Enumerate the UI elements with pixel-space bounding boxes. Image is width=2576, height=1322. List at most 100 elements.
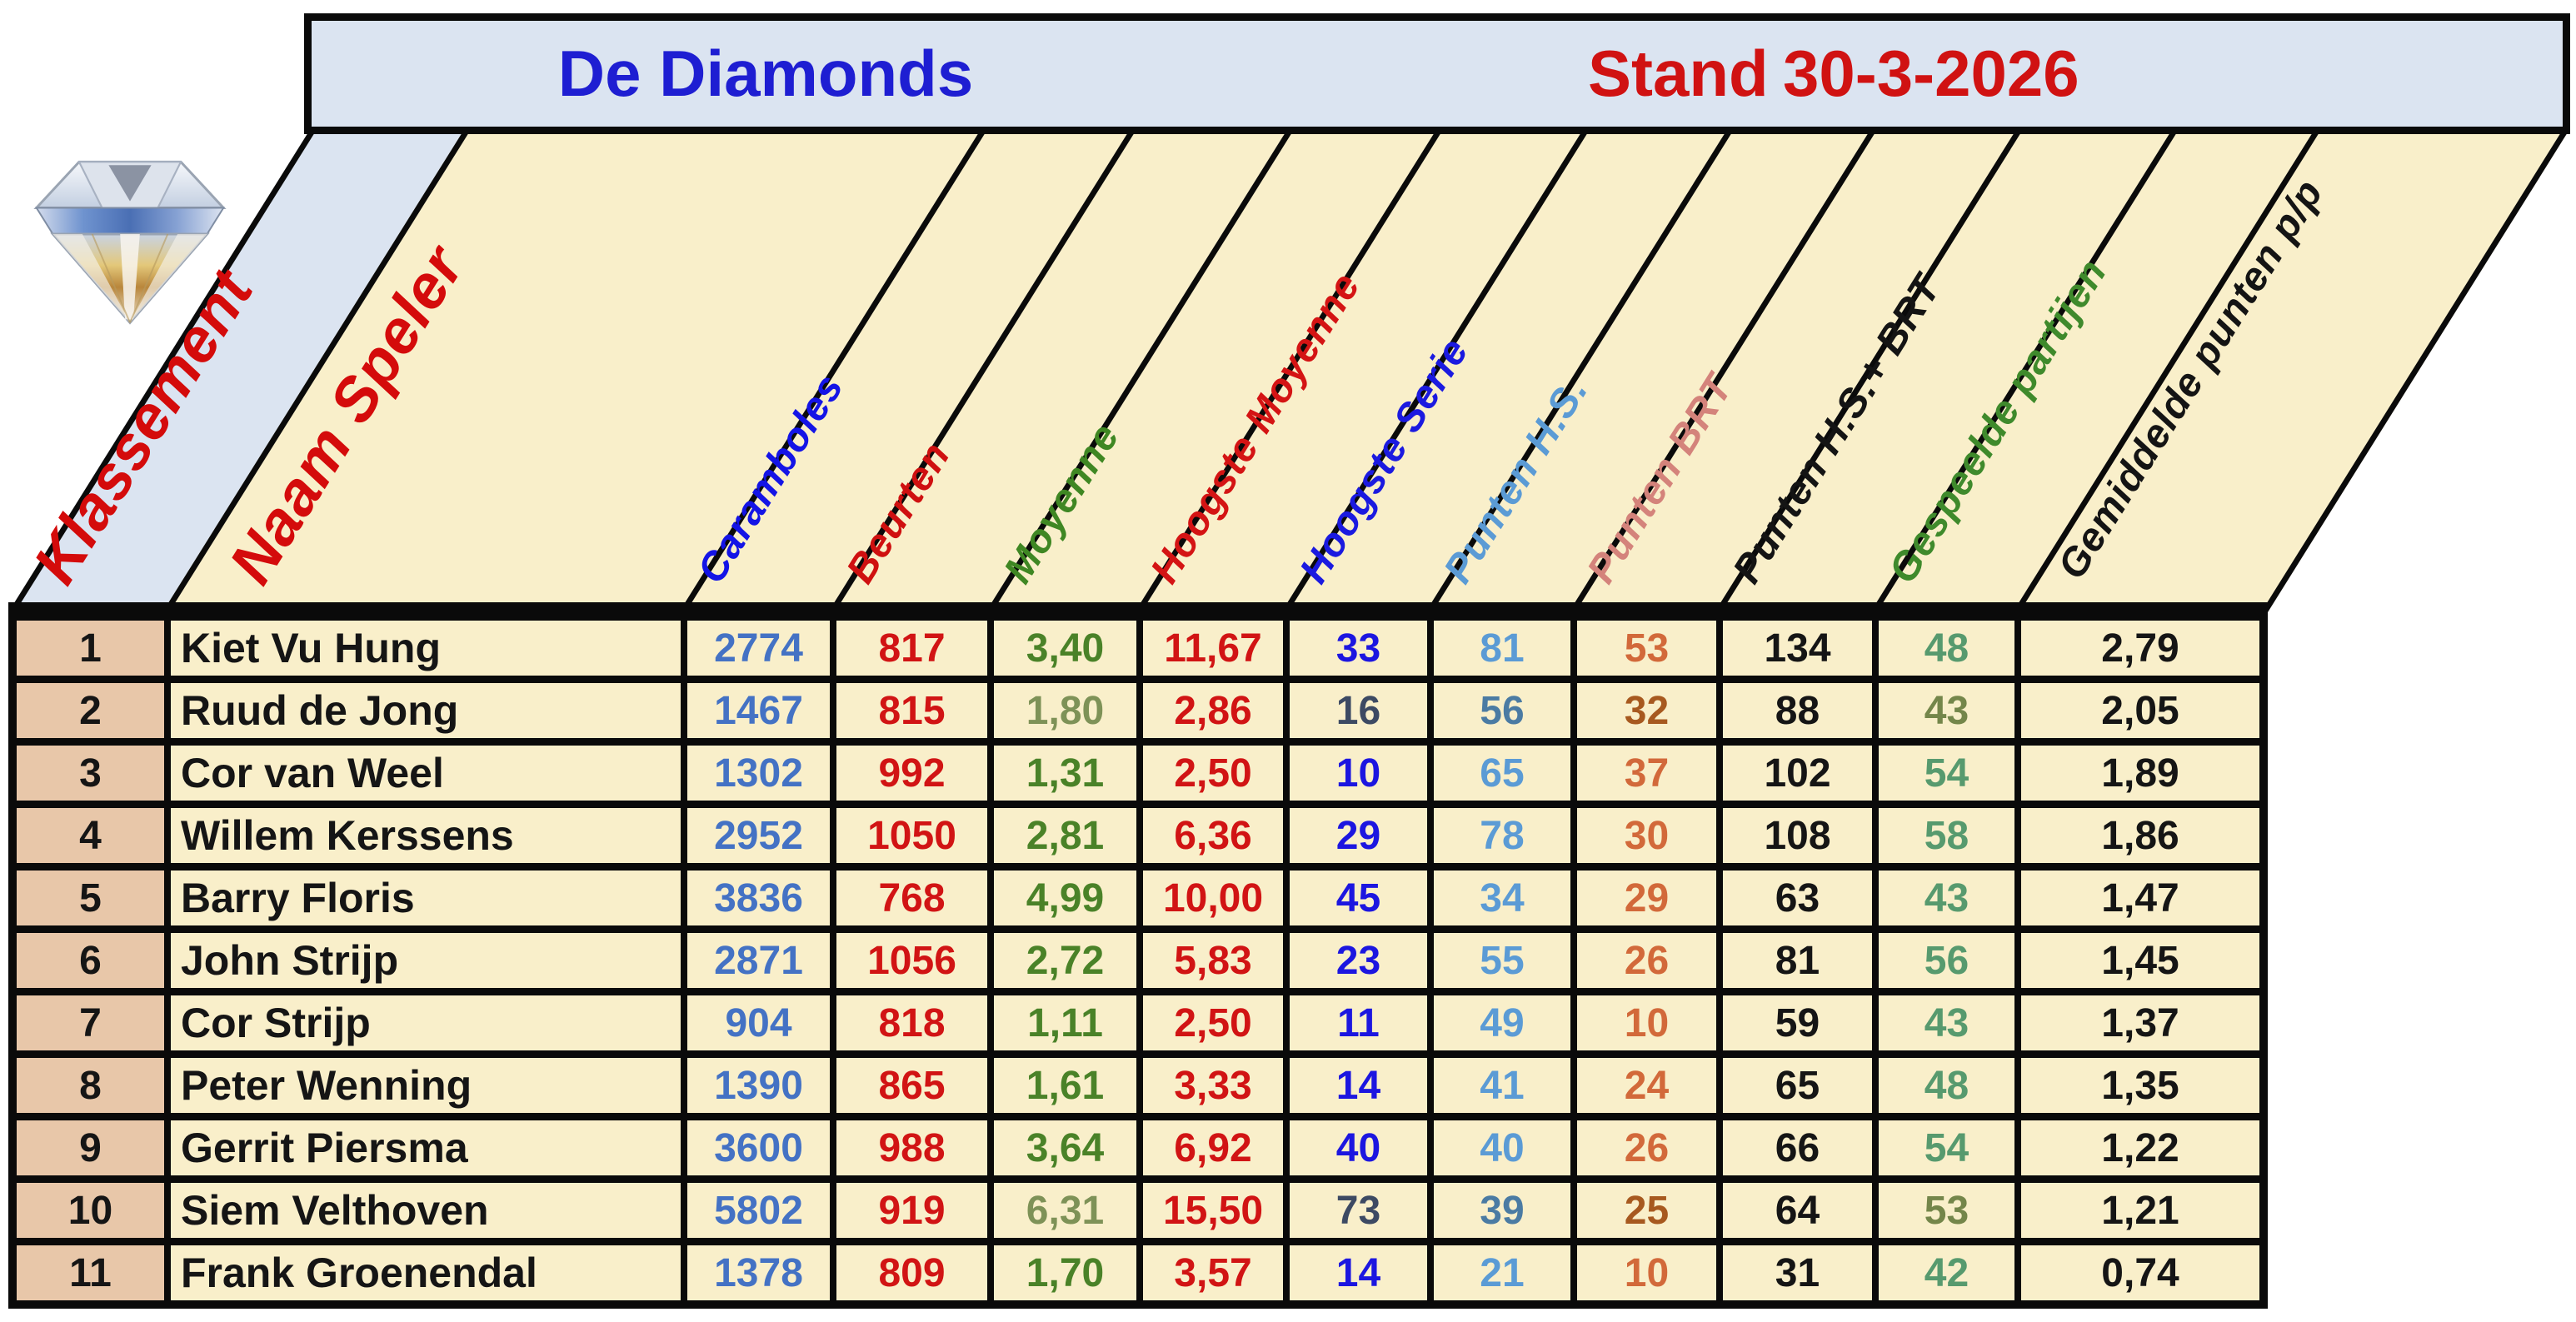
cell-beurten: 817 [836, 621, 987, 676]
cell-hoogste-serie: 14 [1290, 1058, 1427, 1113]
stand-label: Stand [1588, 37, 1769, 110]
stand-date: 30-3-2026 [1783, 37, 2079, 110]
cell-naam: Willem Kerssens [171, 808, 681, 863]
cell-beurten: 992 [836, 746, 987, 801]
cell-punten-hs-brt: 66 [1723, 1120, 1872, 1175]
cell-punten-hs: 40 [1434, 1120, 1570, 1175]
cell-hoogste-serie: 45 [1290, 871, 1427, 925]
cell-moyenne: 2,81 [994, 808, 1136, 863]
cell-punten-hs: 81 [1434, 621, 1570, 676]
cell-caramboles: 2871 [687, 933, 830, 988]
cell-klassement: 5 [17, 871, 164, 925]
cell-gespeelde: 54 [1879, 1120, 2014, 1175]
cell-gemiddelde: 2,79 [2021, 621, 2259, 676]
diamond-logo-icon [33, 160, 227, 325]
cell-hoogste-moyenne: 6,92 [1143, 1120, 1283, 1175]
standings-table: 1 Kiet Vu Hung 2774 817 3,40 11,67 33 81 53 134 48… [8, 612, 2268, 1309]
cell-klassement: 9 [17, 1120, 164, 1175]
cell-gespeelde: 43 [1879, 683, 2014, 738]
cell-punten-hs: 21 [1434, 1245, 1570, 1300]
cell-caramboles: 1467 [687, 683, 830, 738]
cell-gemiddelde: 1,35 [2021, 1058, 2259, 1113]
cell-beurten: 768 [836, 871, 987, 925]
cell-hoogste-serie: 73 [1290, 1183, 1427, 1238]
cell-punten-hs-brt: 81 [1723, 933, 1872, 988]
cell-gespeelde: 43 [1879, 995, 2014, 1050]
cell-hoogste-moyenne: 11,67 [1143, 621, 1283, 676]
title-bar: De Diamonds Stand 30-3-2026 [304, 13, 2570, 134]
cell-gespeelde: 54 [1879, 746, 2014, 801]
cell-punten-brt: 10 [1577, 995, 1716, 1050]
cell-hoogste-moyenne: 2,50 [1143, 995, 1283, 1050]
cell-beurten: 919 [836, 1183, 987, 1238]
cell-naam: Frank Groenendal [171, 1245, 681, 1300]
cell-gemiddelde: 1,86 [2021, 808, 2259, 863]
cell-naam: Gerrit Piersma [171, 1120, 681, 1175]
cell-naam: Peter Wenning [171, 1058, 681, 1113]
cell-moyenne: 1,80 [994, 683, 1136, 738]
cell-punten-hs: 78 [1434, 808, 1570, 863]
cell-hoogste-moyenne: 2,86 [1143, 683, 1283, 738]
cell-naam: Cor van Weel [171, 746, 681, 801]
cell-hoogste-serie: 10 [1290, 746, 1427, 801]
cell-punten-hs-brt: 64 [1723, 1183, 1872, 1238]
cell-moyenne: 3,40 [994, 621, 1136, 676]
cell-moyenne: 4,99 [994, 871, 1136, 925]
cell-punten-brt: 24 [1577, 1058, 1716, 1113]
cell-beurten: 865 [836, 1058, 987, 1113]
cell-hoogste-serie: 11 [1290, 995, 1427, 1050]
cell-punten-brt: 29 [1577, 871, 1716, 925]
cell-punten-brt: 26 [1577, 933, 1716, 988]
cell-hoogste-serie: 33 [1290, 621, 1427, 676]
cell-beurten: 988 [836, 1120, 987, 1175]
cell-gespeelde: 43 [1879, 871, 2014, 925]
cell-gespeelde: 58 [1879, 808, 2014, 863]
cell-gemiddelde: 1,89 [2021, 746, 2259, 801]
cell-gemiddelde: 1,22 [2021, 1120, 2259, 1175]
cell-moyenne: 3,64 [994, 1120, 1136, 1175]
cell-klassement: 7 [17, 995, 164, 1050]
cell-hoogste-moyenne: 10,00 [1143, 871, 1283, 925]
cell-punten-brt: 32 [1577, 683, 1716, 738]
cell-punten-hs-brt: 59 [1723, 995, 1872, 1050]
column-header-band [8, 134, 2567, 612]
cell-caramboles: 1390 [687, 1058, 830, 1113]
cell-punten-brt: 25 [1577, 1183, 1716, 1238]
cell-gemiddelde: 1,37 [2021, 995, 2259, 1050]
cell-punten-hs: 55 [1434, 933, 1570, 988]
cell-klassement: 4 [17, 808, 164, 863]
cell-klassement: 8 [17, 1058, 164, 1113]
cell-klassement: 10 [17, 1183, 164, 1238]
cell-punten-hs: 34 [1434, 871, 1570, 925]
cell-moyenne: 6,31 [994, 1183, 1136, 1238]
cell-hoogste-moyenne: 15,50 [1143, 1183, 1283, 1238]
cell-naam: Ruud de Jong [171, 683, 681, 738]
cell-caramboles: 2774 [687, 621, 830, 676]
cell-moyenne: 2,72 [994, 933, 1136, 988]
cell-punten-hs: 65 [1434, 746, 1570, 801]
cell-hoogste-moyenne: 3,57 [1143, 1245, 1283, 1300]
header-bottom-border [8, 602, 2268, 612]
cell-gespeelde: 48 [1879, 621, 2014, 676]
cell-caramboles: 904 [687, 995, 830, 1050]
cell-punten-hs: 39 [1434, 1183, 1570, 1238]
cell-caramboles: 3836 [687, 871, 830, 925]
cell-gemiddelde: 2,05 [2021, 683, 2259, 738]
cell-beurten: 818 [836, 995, 987, 1050]
cell-punten-hs-brt: 63 [1723, 871, 1872, 925]
cell-punten-hs-brt: 31 [1723, 1245, 1872, 1300]
cell-punten-hs-brt: 88 [1723, 683, 1872, 738]
cell-gespeelde: 48 [1879, 1058, 2014, 1113]
cell-caramboles: 2952 [687, 808, 830, 863]
cell-gespeelde: 56 [1879, 933, 2014, 988]
cell-hoogste-serie: 14 [1290, 1245, 1427, 1300]
cell-gespeelde: 53 [1879, 1183, 2014, 1238]
cell-klassement: 2 [17, 683, 164, 738]
cell-moyenne: 1,70 [994, 1245, 1136, 1300]
cell-punten-hs: 41 [1434, 1058, 1570, 1113]
cell-hoogste-serie: 40 [1290, 1120, 1427, 1175]
cell-gemiddelde: 1,47 [2021, 871, 2259, 925]
cell-naam: Barry Floris [171, 871, 681, 925]
cell-hoogste-serie: 29 [1290, 808, 1427, 863]
cell-punten-brt: 10 [1577, 1245, 1716, 1300]
